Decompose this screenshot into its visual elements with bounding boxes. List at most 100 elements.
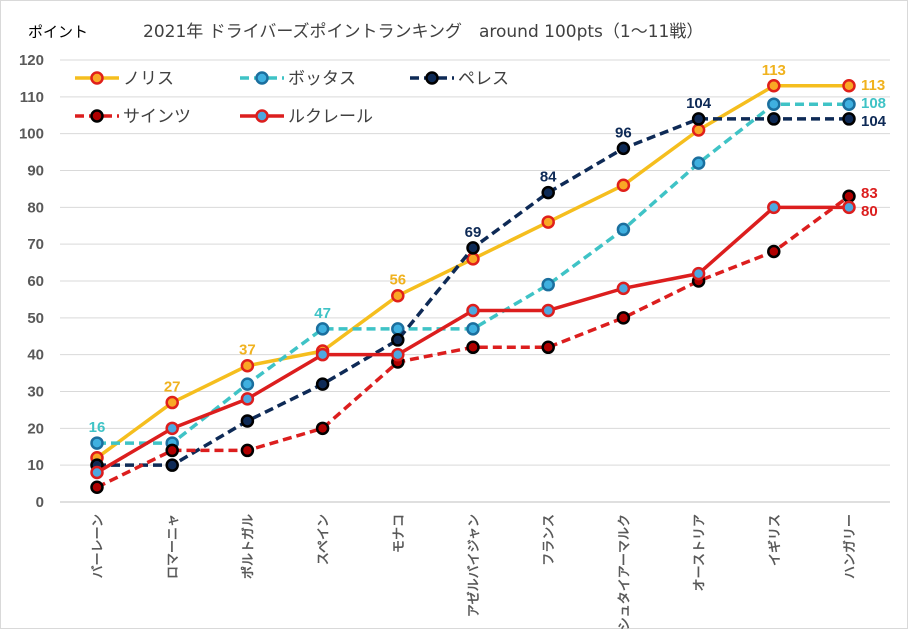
data-point (616, 281, 631, 296)
legend-item: ボッタス (240, 69, 356, 89)
data-point (616, 178, 631, 192)
x-tick-label: ポルトガル (240, 514, 256, 579)
data-point (767, 244, 781, 259)
y-tick-label: 70 (27, 236, 44, 253)
y-tick-label: 100 (19, 126, 44, 143)
legend-label: ボッタス (288, 69, 356, 89)
data-point (842, 189, 856, 204)
data-label: 113 (861, 77, 885, 94)
data-point (767, 200, 781, 215)
data-point (466, 241, 480, 255)
x-tick-label: オーストリア (693, 514, 708, 591)
data-point (240, 414, 255, 428)
y-axis-label: ポイント (28, 23, 88, 41)
data-point (466, 303, 480, 318)
data-point (240, 358, 255, 373)
y-tick-label: 60 (27, 273, 44, 290)
legend-marker (425, 71, 439, 85)
data-point (541, 303, 555, 318)
data-point (240, 392, 255, 406)
data-label: 83 (861, 185, 878, 202)
data-point (391, 288, 405, 303)
data-point (165, 443, 179, 458)
x-tick-label: ハンガリー (843, 514, 858, 579)
x-tick-label: ロマーニャ (166, 514, 181, 579)
data-point (391, 347, 405, 362)
data-label: 84 (540, 169, 557, 186)
data-point (541, 277, 555, 292)
data-label: 37 (239, 342, 256, 359)
x-tick-label: スペイン (317, 514, 332, 565)
y-tick-label: 90 (27, 163, 44, 180)
y-tick-label: 110 (20, 89, 44, 106)
data-point (466, 252, 480, 266)
data-point (691, 266, 706, 281)
y-tick-label: 80 (27, 199, 44, 216)
data-label: 96 (615, 124, 632, 141)
data-point (90, 465, 104, 480)
y-tick-label: 40 (27, 347, 44, 364)
chart-title: 2021年 ドライバーズポイントランキング around 100pts（1～11… (143, 22, 703, 42)
data-label: 47 (314, 305, 331, 322)
data-point (616, 311, 631, 325)
y-tick-label: 30 (27, 384, 44, 401)
data-point (767, 97, 781, 111)
legend-item: ペレス (410, 69, 509, 89)
data-point (391, 333, 405, 347)
legend-label: ルクレール (288, 107, 373, 127)
legend-marker (255, 71, 269, 85)
series-3: 69 84 96 104 (90, 95, 856, 472)
legend-item: ルクレール (240, 107, 373, 127)
data-point (315, 421, 330, 436)
x-tick-label: シュタイアーマルク (617, 514, 632, 629)
y-tick-label: 120 (19, 52, 44, 69)
data-point (240, 377, 255, 391)
data-label: 104 (861, 113, 887, 130)
data-label: 113 (762, 62, 786, 79)
legend-label: ペレス (458, 69, 509, 89)
data-label: 56 (389, 272, 406, 289)
series-1: 27 37 56 113 (90, 62, 856, 465)
data-point (767, 79, 781, 93)
data-point (842, 200, 856, 215)
series-5 (90, 200, 856, 480)
x-tick-label: アゼルバイジャン (466, 514, 482, 617)
legend-item: サインツ (75, 107, 191, 127)
data-point (466, 322, 480, 336)
x-tick-label: フランス (542, 514, 557, 566)
data-point (315, 322, 330, 336)
y-tick-label: 50 (27, 310, 44, 327)
data-point (315, 377, 330, 391)
data-point (165, 395, 179, 410)
data-point (315, 347, 330, 362)
data-label: 108 (861, 95, 886, 112)
legend-label: ノリス (123, 69, 174, 89)
data-point (466, 340, 480, 355)
x-tick-label: イギリス (767, 514, 783, 566)
data-point (767, 112, 781, 126)
data-label: 69 (465, 224, 482, 241)
data-point (616, 222, 631, 237)
legend-marker (255, 109, 269, 123)
data-label: 80 (861, 203, 878, 220)
legend-marker (90, 109, 104, 123)
y-tick-label: 10 (27, 457, 44, 474)
data-point (165, 458, 179, 472)
data-point (842, 79, 856, 93)
data-point (240, 443, 255, 458)
data-point (541, 340, 555, 355)
data-label: 16 (89, 419, 106, 436)
data-point (541, 185, 555, 200)
data-point (842, 112, 856, 126)
data-point (691, 156, 706, 170)
legend-marker (90, 71, 104, 85)
series-4 (90, 189, 856, 495)
data-point (541, 215, 555, 229)
data-point (616, 141, 631, 156)
y-tick-label: 20 (27, 420, 44, 437)
y-tick-label: 0 (36, 494, 44, 511)
x-tick-label: モナコ (392, 514, 407, 553)
data-point (842, 97, 856, 111)
data-point (691, 123, 706, 137)
